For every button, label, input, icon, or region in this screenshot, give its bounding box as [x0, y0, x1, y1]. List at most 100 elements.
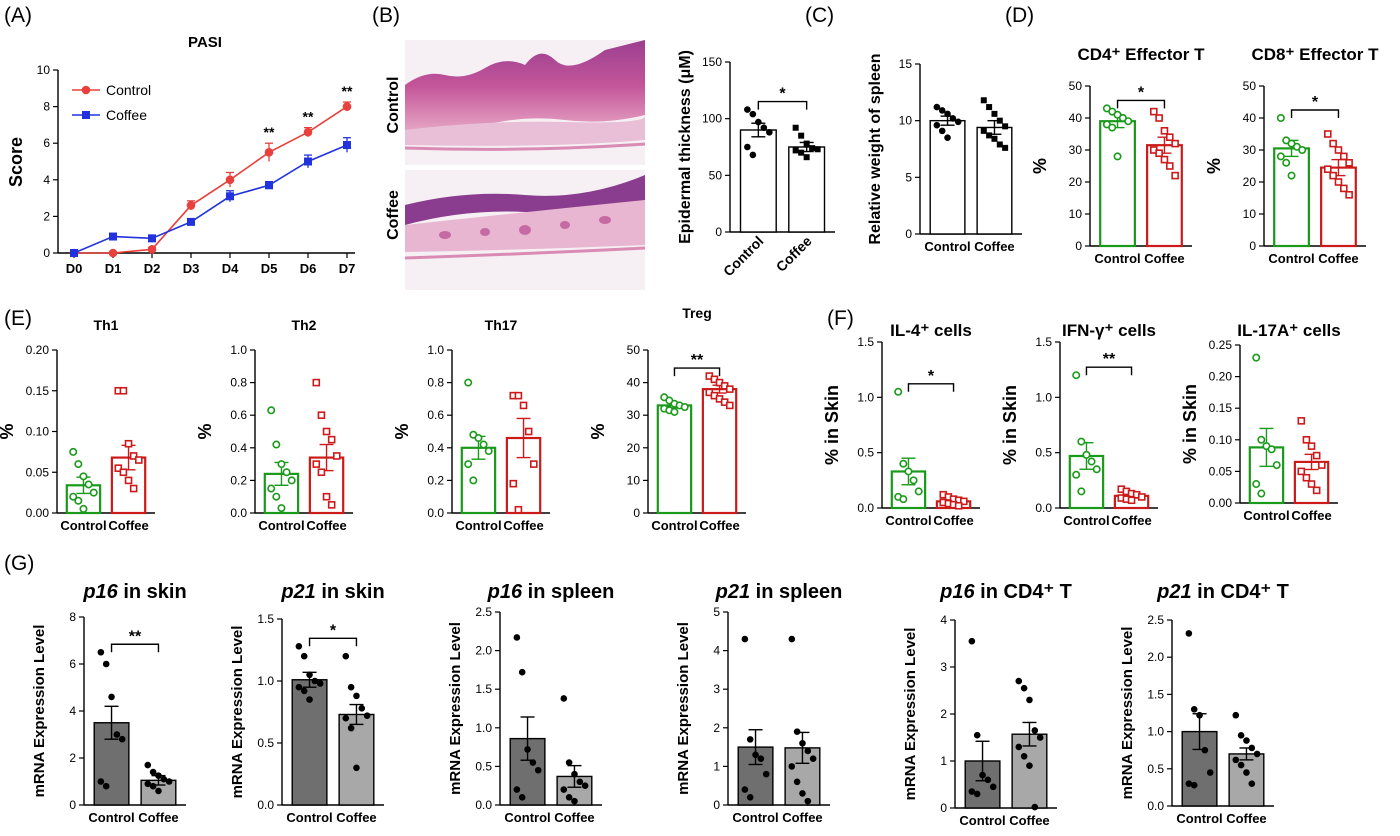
histology-row-label: Control — [385, 77, 402, 134]
category-label: Control — [88, 810, 134, 825]
data-point — [1276, 152, 1285, 161]
y-tick-label: 2 — [43, 209, 50, 223]
data-point — [97, 648, 105, 656]
y-tick-label: 0.05 — [1209, 464, 1233, 478]
data-point — [1160, 155, 1169, 164]
data-point — [1171, 171, 1179, 180]
y-tick-label: 40 — [1243, 111, 1257, 125]
bar-coffee — [788, 146, 826, 233]
legend-marker — [82, 111, 90, 119]
data-point — [996, 117, 1003, 124]
chart-title: p16 in skin — [82, 581, 186, 603]
data-point — [317, 468, 326, 477]
x-tick-label: D2 — [144, 261, 161, 276]
category-label: Control — [959, 813, 1005, 828]
series-line-coffee — [73, 144, 348, 254]
significance-mark: ** — [129, 628, 142, 645]
data-point — [757, 755, 765, 762]
data-point — [144, 761, 152, 769]
data-point — [1036, 734, 1044, 741]
data-point — [1113, 152, 1122, 161]
chart-title: PASI — [188, 34, 222, 51]
data-point — [1297, 467, 1306, 476]
y-axis-label: Relative weight of spleen — [867, 53, 884, 244]
data-point — [267, 484, 276, 493]
data-point — [1155, 149, 1163, 157]
data-point — [909, 476, 918, 485]
data-point — [1077, 437, 1086, 446]
bar-control — [656, 404, 693, 515]
category-label: Coffee — [1226, 811, 1266, 826]
data-point — [1190, 781, 1198, 789]
data-point — [342, 714, 350, 722]
data-point — [514, 391, 523, 400]
category-label: Coffee — [1318, 251, 1358, 266]
data-point — [518, 793, 526, 801]
y-tick-label: 0.8 — [230, 376, 247, 390]
y-tick-label: 0.25 — [1209, 338, 1233, 352]
data-point — [1276, 114, 1285, 123]
data-point — [89, 488, 98, 497]
chart-title: p16 in spleen — [487, 581, 615, 603]
data-point — [343, 141, 351, 150]
legend-label: Control — [106, 82, 151, 98]
data-point — [272, 492, 281, 501]
data-point — [560, 695, 568, 702]
y-axis-label: % — [0, 423, 17, 439]
y-axis-label: mRNA Expression Level — [447, 622, 464, 795]
data-point — [746, 793, 754, 801]
y-tick-label: 0.00 — [1209, 496, 1233, 510]
bar-control — [1273, 147, 1310, 248]
category-label: Control — [60, 518, 106, 533]
data-point — [70, 249, 78, 257]
data-point — [1171, 139, 1179, 148]
data-point — [986, 104, 993, 111]
data-point — [1312, 486, 1321, 495]
y-axis-label: % in Skin — [822, 385, 842, 465]
y-axis-label: % — [195, 423, 215, 439]
data-point — [1257, 489, 1266, 498]
y-tick-label: 30 — [1069, 143, 1083, 157]
data-point — [1257, 435, 1266, 444]
y-tick-label: 1 — [713, 759, 720, 773]
data-point — [347, 724, 355, 732]
data-point — [303, 127, 313, 137]
chart-p16skin: 0 2 4 6 8 Control Coffee mRNA Expression Level p… — [31, 581, 187, 825]
category-label: Control — [720, 233, 767, 280]
data-point — [513, 786, 521, 793]
panel-label: (F) — [827, 307, 854, 330]
data-point — [792, 147, 799, 154]
data-point — [524, 746, 531, 753]
data-point — [944, 134, 951, 141]
category-label: Coffee — [1291, 508, 1331, 523]
y-tick-label: 0.0 — [1035, 501, 1052, 515]
coffee-fibers — [405, 246, 645, 260]
data-point — [529, 460, 538, 468]
data-point — [119, 468, 128, 477]
y-tick-label: 0.0 — [475, 798, 492, 812]
data-point — [565, 793, 573, 801]
significance-bracket — [1085, 366, 1133, 376]
data-point — [519, 401, 528, 410]
data-point — [1206, 769, 1214, 776]
chart-th17: 0.0 0.2 0.4 0.6 0.8 1.0 Control Coffee% Th17 — [392, 317, 550, 533]
y-tick-label: 0.6 — [427, 408, 444, 422]
y-tick-label: 1.0 — [1147, 725, 1164, 739]
data-point — [1108, 123, 1117, 132]
y-tick-label: 1 — [940, 754, 947, 768]
y-tick-label: 8 — [43, 100, 50, 114]
data-point — [899, 495, 908, 504]
data-point — [129, 452, 138, 460]
data-point — [272, 440, 281, 449]
data-point — [1124, 117, 1133, 126]
y-tick-label: 0.8 — [427, 376, 444, 390]
data-point — [571, 797, 578, 805]
data-point — [959, 497, 968, 506]
y-tick-label: 0.5 — [257, 736, 274, 750]
data-point — [332, 452, 341, 460]
data-point — [464, 378, 473, 387]
y-tick-label: 4 — [43, 173, 50, 187]
y-tick-label: 0.10 — [26, 425, 50, 439]
chart-spleen: 0 5 10 15 Control Coffee Relative weight of sp… — [867, 53, 1022, 254]
